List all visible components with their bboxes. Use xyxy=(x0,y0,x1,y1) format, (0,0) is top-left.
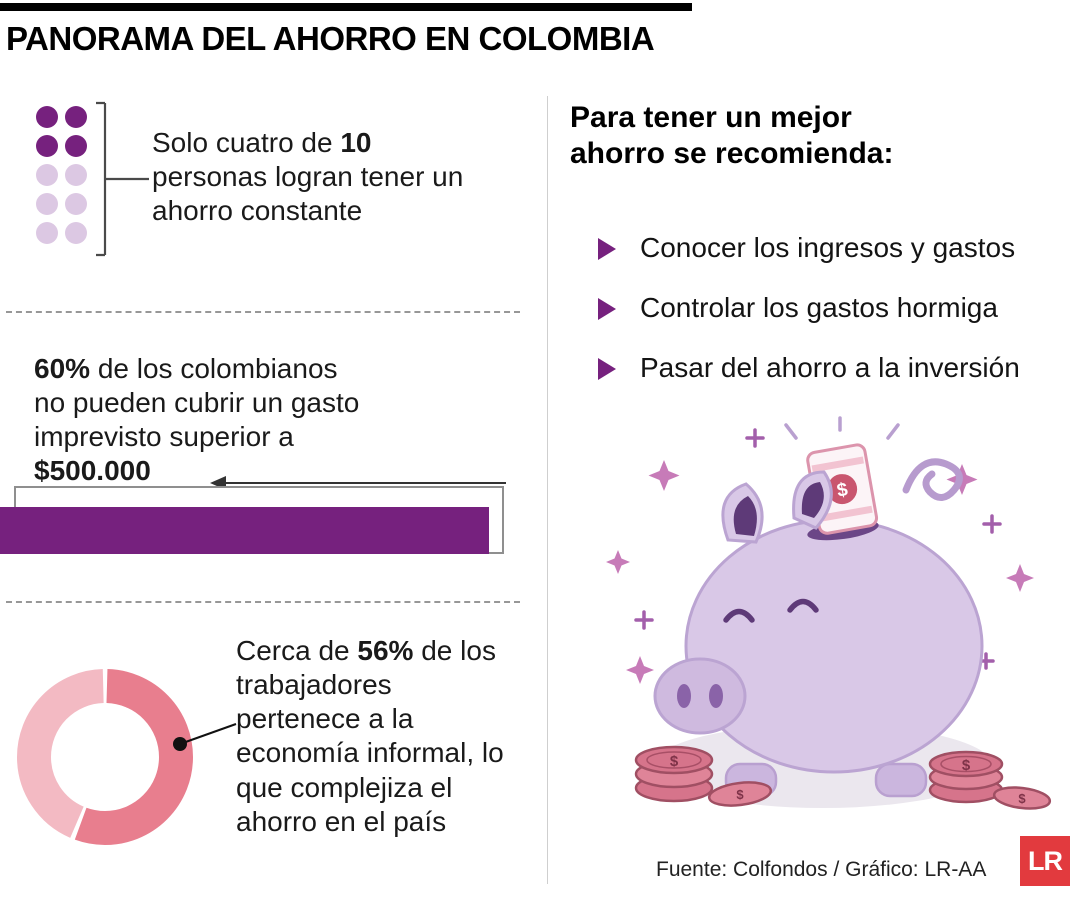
pig-tail xyxy=(902,458,963,501)
stat-informal-text-pre: Cerca de xyxy=(236,635,358,666)
bullet-triangle-icon xyxy=(598,358,616,380)
coin-stack-left: $ $ xyxy=(634,745,773,807)
pig-eye xyxy=(787,598,819,613)
callout-dot xyxy=(173,737,187,751)
callout-line xyxy=(179,723,237,745)
pig-ear-inner xyxy=(733,496,757,536)
bar-chart xyxy=(0,486,506,556)
top-accent-bar xyxy=(0,3,692,11)
person-dot xyxy=(65,222,87,244)
page-title: PANORAMA DEL AHORRO EN COLOMBIA xyxy=(6,20,655,57)
pig-nostril xyxy=(709,684,723,708)
pig-ear-inner xyxy=(801,482,824,518)
recommendation-label: Pasar del ahorro a la inversión xyxy=(640,352,1020,383)
donut-segment-dark xyxy=(17,669,193,845)
person-dot xyxy=(65,193,87,215)
dashed-divider-2 xyxy=(6,601,520,603)
stat-expense-amount: $500.000 xyxy=(34,455,151,487)
coin-stack-right: $ $ xyxy=(928,750,1052,810)
pig-nostril xyxy=(677,684,691,708)
bar-fill xyxy=(0,507,489,554)
piggy-bank-illustration: $ $ xyxy=(606,416,1052,810)
person-dot xyxy=(36,193,58,215)
pig-body xyxy=(684,518,984,774)
bracket-connector xyxy=(96,101,149,257)
stat-savers-value: 10 xyxy=(340,127,372,158)
svg-text:$: $ xyxy=(670,753,679,770)
column-divider xyxy=(547,96,548,884)
pig-eye xyxy=(723,608,755,623)
stat-savers-text-post: personas logran tener un ahorro constant… xyxy=(152,161,464,227)
donut-chart xyxy=(17,669,237,845)
person-dot xyxy=(65,135,87,157)
recommendations-list: Conocer los ingresos y gastos Controlar … xyxy=(598,230,1068,410)
recommendation-item: Pasar del ahorro a la inversión xyxy=(598,350,1068,386)
pig-foot xyxy=(874,762,928,798)
svg-text:$: $ xyxy=(1018,791,1026,806)
stat-expense-value: 60% xyxy=(34,353,91,384)
person-dot xyxy=(36,106,58,128)
svg-text:$: $ xyxy=(962,757,971,774)
recommendation-label: Controlar los gastos hormiga xyxy=(640,292,998,323)
recommendation-item: Controlar los gastos hormiga xyxy=(598,290,1068,326)
person-dot xyxy=(36,164,58,186)
stat-informal-text-post: de los trabajadores pertenece a la econo… xyxy=(236,635,504,837)
person-dot xyxy=(65,164,87,186)
svg-text:$: $ xyxy=(835,479,849,502)
stat-informal-value: 56% xyxy=(357,635,414,666)
stat-expense: 60% de los colombianos no pueden cubrir … xyxy=(34,352,374,489)
dashed-divider-1 xyxy=(6,311,520,313)
bullet-triangle-icon xyxy=(598,298,616,320)
donut-segment-light xyxy=(17,669,193,845)
svg-text:$: $ xyxy=(736,787,744,802)
pig-snout xyxy=(653,657,747,735)
recommendation-item: Conocer los ingresos y gastos xyxy=(598,230,1068,266)
person-dot xyxy=(36,222,58,244)
stat-savers-text-pre: Solo cuatro de xyxy=(152,127,341,158)
bullet-triangle-icon xyxy=(598,238,616,260)
lr-logo-text: LR xyxy=(1028,845,1063,876)
source-credit: Fuente: Colfondos / Gráfico: LR-AA xyxy=(656,858,987,881)
dot-grid xyxy=(36,106,87,244)
person-dot xyxy=(36,135,58,157)
stat-savers: Solo cuatro de 10 personas logran tener … xyxy=(152,126,470,228)
recommendations-heading: Para tener un mejor ahorro se recomienda… xyxy=(570,101,894,170)
stat-informal: Cerca de 56% de los trabajadores pertene… xyxy=(236,634,508,839)
recommendation-label: Conocer los ingresos y gastos xyxy=(640,232,1016,263)
person-dot xyxy=(65,106,87,128)
stat-expense-text: de los colombianos no pueden cubrir un g… xyxy=(34,353,360,453)
lr-logo: LR xyxy=(1020,836,1070,886)
motion-dash-icons xyxy=(784,416,900,440)
